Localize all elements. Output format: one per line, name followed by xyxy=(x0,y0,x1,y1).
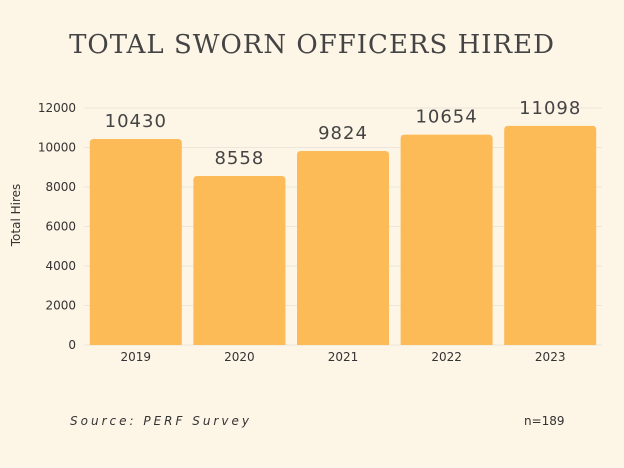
data-label: 10430 xyxy=(105,111,167,132)
x-tick-label: 2020 xyxy=(224,350,255,364)
y-tick-label: 0 xyxy=(68,338,76,352)
y-tick-label: 4000 xyxy=(45,259,76,273)
y-tick-label: 10000 xyxy=(38,141,76,155)
x-tick-label: 2023 xyxy=(535,350,566,364)
bar-2022 xyxy=(400,134,493,345)
y-tick-label: 6000 xyxy=(45,220,76,234)
x-axis-ticks: 2019 2020 2021 2022 2023 xyxy=(121,350,566,364)
bar-2023 xyxy=(504,125,597,345)
data-label: 10654 xyxy=(415,107,477,128)
y-axis-label: Total Hires xyxy=(9,184,23,248)
data-label: 11098 xyxy=(519,98,581,119)
bar-2019 xyxy=(89,139,182,345)
y-tick-label: 2000 xyxy=(45,299,76,313)
bar-2020 xyxy=(193,175,286,345)
bars: 10430 8558 9824 10654 11098 xyxy=(89,98,597,345)
y-tick-label: 12000 xyxy=(38,101,76,115)
y-axis-ticks: 0 2000 4000 6000 8000 10000 12000 xyxy=(38,101,76,352)
bar-2021 xyxy=(297,150,389,345)
x-tick-label: 2021 xyxy=(328,350,359,364)
source-note: Source: PERF Survey xyxy=(70,414,252,428)
x-tick-label: 2022 xyxy=(431,350,462,364)
data-label: 9824 xyxy=(318,123,368,144)
sample-size: n=189 xyxy=(524,414,565,428)
chart-title: TOTAL SWORN OFFICERS HIRED xyxy=(69,30,555,60)
x-tick-label: 2019 xyxy=(121,350,152,364)
y-tick-label: 8000 xyxy=(45,180,76,194)
data-label: 8558 xyxy=(214,148,264,169)
